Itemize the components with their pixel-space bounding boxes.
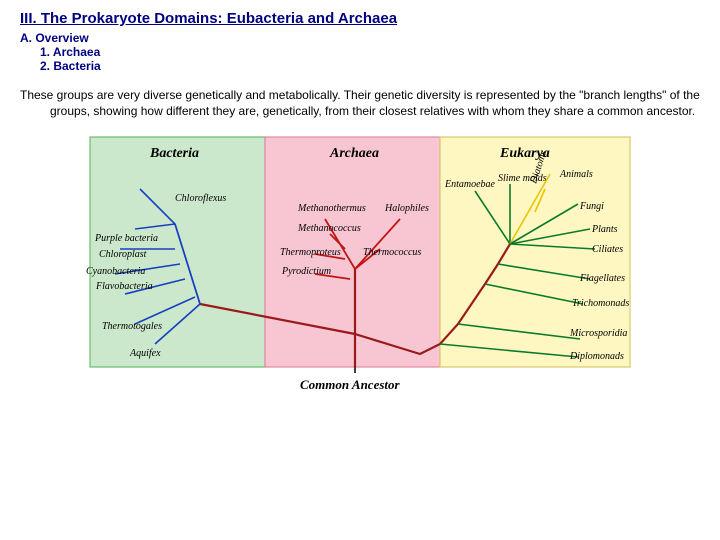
svg-text:Entamoebae: Entamoebae (444, 179, 496, 190)
svg-text:Ciliates: Ciliates (592, 244, 623, 255)
paragraph-text: These groups are very diverse geneticall… (20, 87, 700, 119)
svg-text:Aquifex: Aquifex (129, 348, 161, 359)
svg-text:Halophiles: Halophiles (384, 203, 429, 214)
svg-text:Fungi: Fungi (579, 201, 604, 212)
svg-text:Purple bacteria: Purple bacteria (94, 233, 158, 244)
svg-text:Chloroplast: Chloroplast (99, 249, 147, 260)
svg-text:Diplomonads: Diplomonads (569, 351, 624, 362)
phylogeny-diagram: BacteriaArchaeaEukaryaChloroflexusPurple… (80, 129, 640, 399)
svg-text:Common Ancestor: Common Ancestor (300, 377, 401, 392)
svg-text:Thermococcus: Thermococcus (363, 247, 421, 258)
overview-heading: A. Overview (20, 31, 700, 45)
svg-text:Cyanobacteria: Cyanobacteria (86, 266, 145, 277)
svg-text:Bacteria: Bacteria (149, 146, 199, 161)
svg-text:Flavobacteria: Flavobacteria (95, 281, 153, 292)
svg-text:Archaea: Archaea (329, 146, 379, 161)
svg-text:Chloroflexus: Chloroflexus (175, 193, 226, 204)
svg-text:Microsporidia: Microsporidia (569, 328, 627, 339)
svg-text:Thermotogales: Thermotogales (102, 321, 162, 332)
subitem-bacteria: 2. Bacteria (40, 59, 700, 73)
svg-text:Pyrodictium: Pyrodictium (281, 266, 331, 277)
section-title: III. The Prokaryote Domains: Eubacteria … (20, 10, 700, 27)
svg-text:Flagellates: Flagellates (579, 273, 625, 284)
phylogeny-svg: BacteriaArchaeaEukaryaChloroflexusPurple… (80, 129, 640, 399)
subitem-archaea: 1. Archaea (40, 45, 700, 59)
svg-text:Thermoproteus: Thermoproteus (280, 247, 341, 258)
svg-text:Animals: Animals (559, 169, 593, 180)
svg-text:Methanothermus: Methanothermus (297, 203, 366, 214)
svg-text:Plants: Plants (591, 224, 618, 235)
svg-text:Trichomonads: Trichomonads (572, 298, 629, 309)
svg-text:Methanococcus: Methanococcus (297, 223, 361, 234)
